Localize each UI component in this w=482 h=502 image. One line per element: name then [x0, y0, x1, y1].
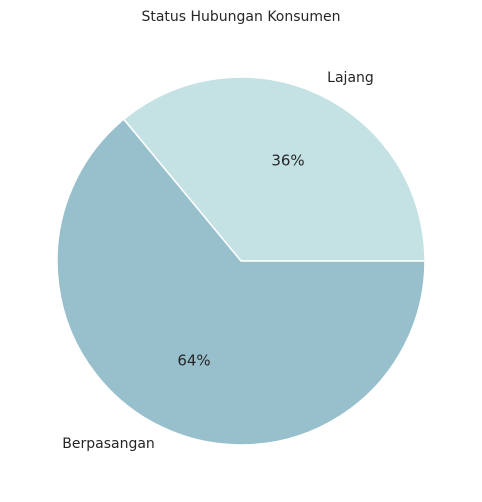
slice-label-lajang: Lajang [327, 70, 374, 86]
slice-value-berpasangan: 64% [177, 351, 210, 369]
pie-slice-lajang [122, 76, 426, 262]
pie-slice-berpasangan [56, 118, 426, 446]
slice-value-lajang: 36% [271, 152, 304, 170]
slice-label-berpasangan: Berpasangan [62, 436, 155, 452]
pie-slices [56, 76, 426, 446]
chart-title: Status Hubungan Konsumen [141, 9, 340, 25]
pie-labels: Lajang 36% Berpasangan 64% [62, 70, 374, 452]
